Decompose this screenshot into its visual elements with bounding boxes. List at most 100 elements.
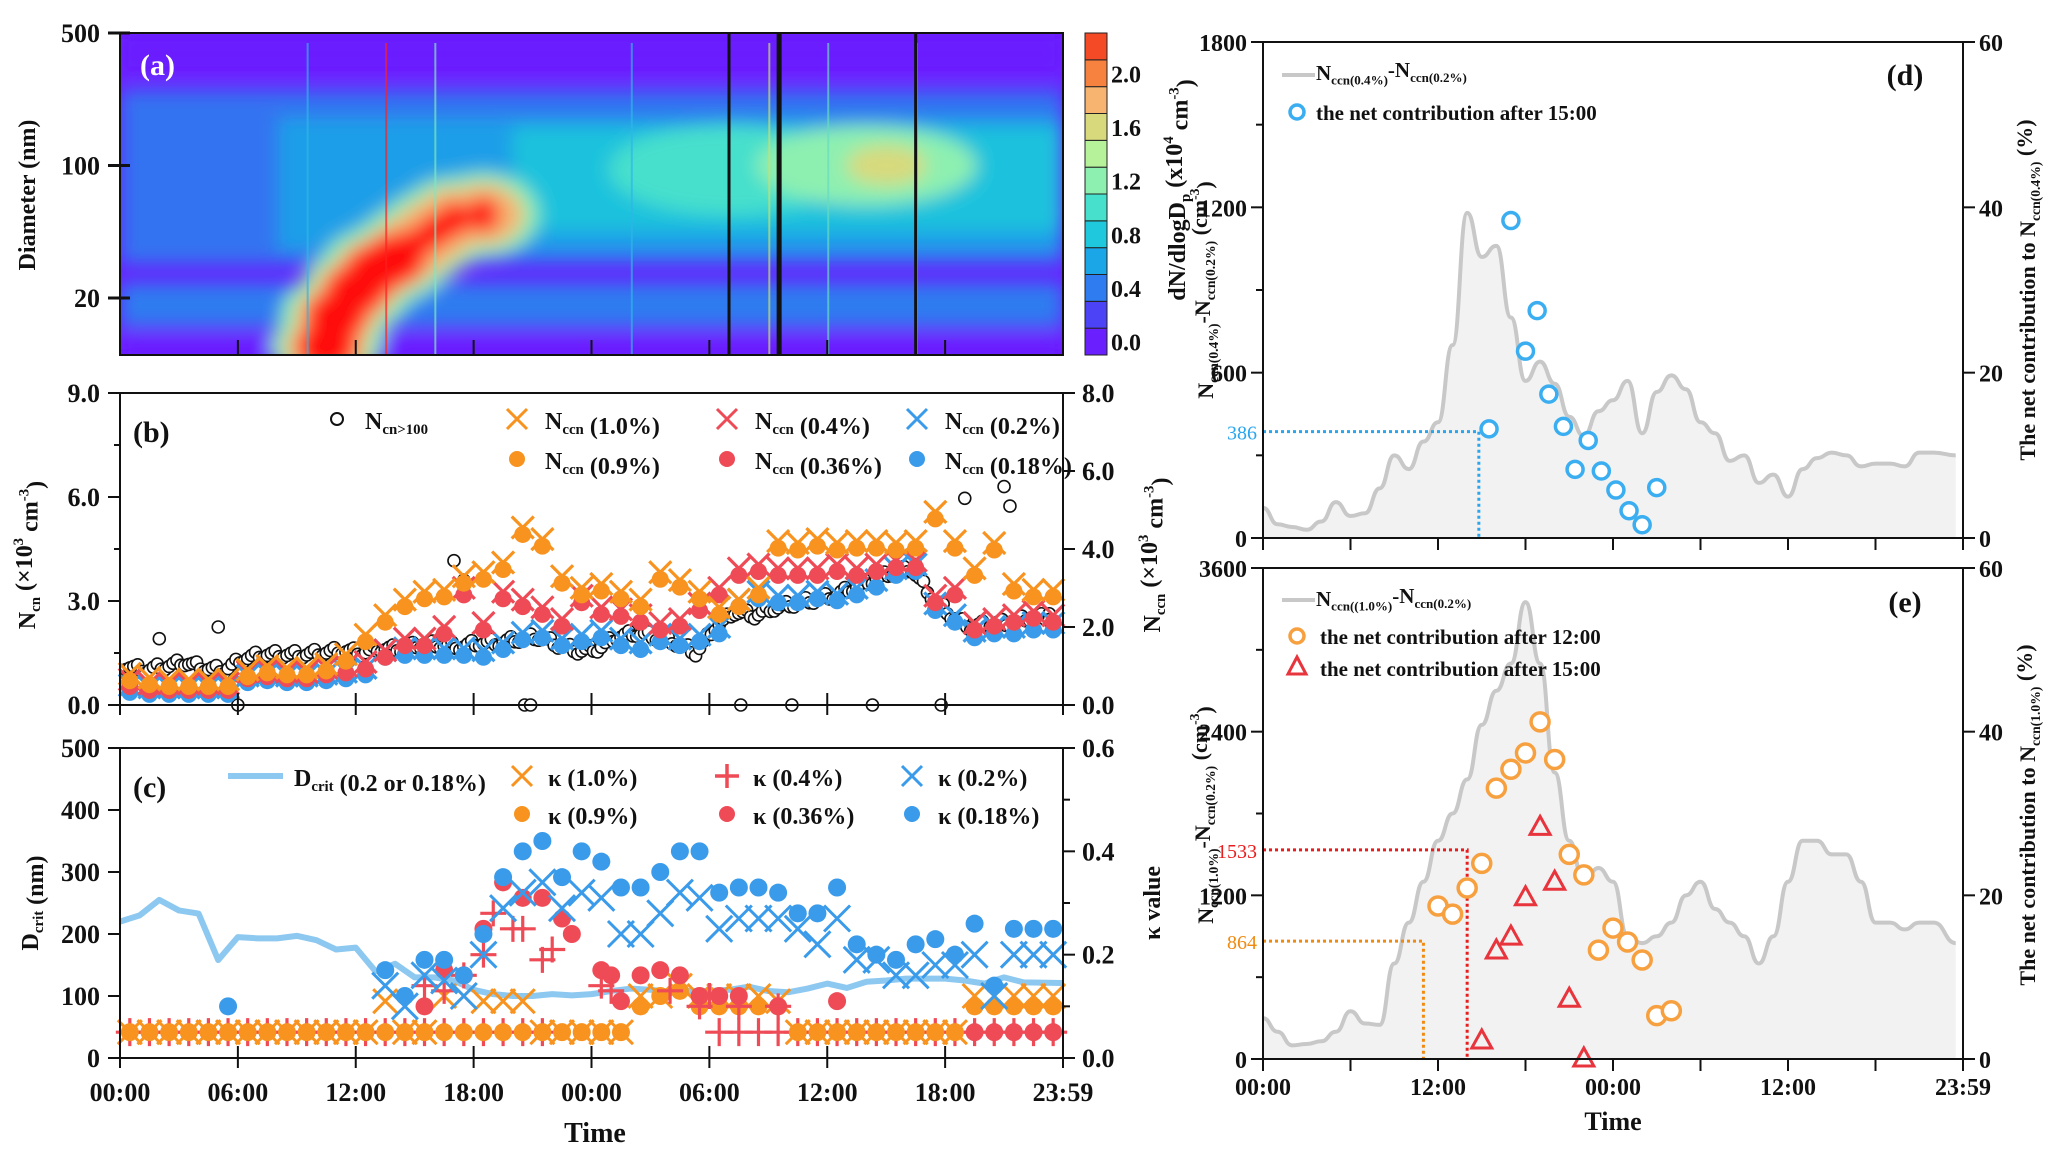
nccn-x <box>903 528 928 554</box>
nccn-x <box>707 595 732 620</box>
kappa-0p2-x <box>587 883 616 912</box>
nccn-x <box>766 528 791 554</box>
legend-marker-open-circle <box>330 412 344 426</box>
kappa-0p18-dot <box>906 935 925 954</box>
y-tick-label-right: 6.0 <box>1082 457 1115 486</box>
nccn-x <box>176 667 201 692</box>
nccn-x <box>432 577 457 602</box>
difference-line <box>1262 600 1957 1048</box>
panel-b-scatter: 0.0 3.0 6.0 9.0 0.0 2.0 4.0 6.0 8.0 (b) Ncn (×10… <box>11 379 1174 720</box>
kappa-1p0-x <box>863 1019 890 1046</box>
x-tick-label: 00:00 <box>561 1078 622 1107</box>
kappa-0p18-dot <box>769 883 788 902</box>
x-tick-label: 12:00 <box>797 1078 858 1107</box>
legend-label: κ (0.2%) <box>938 766 1027 792</box>
nccn-x <box>982 530 1007 556</box>
kappa-0p18-dot <box>631 878 650 897</box>
panel-b-marks <box>117 479 1066 712</box>
ncn-outlier <box>957 491 972 506</box>
kappa-1p0-x <box>509 988 536 1015</box>
kappa-1p0-x <box>332 1019 359 1046</box>
kappa-1p0-x <box>745 982 772 1010</box>
kappa-0p36-dot <box>965 1023 984 1042</box>
nccn-x <box>962 610 987 636</box>
nccn-x <box>137 665 162 690</box>
panel-a-x-ticks <box>119 340 1064 355</box>
kappa-0p36-dot <box>602 966 621 985</box>
colorbar-tick-label: 0.4 <box>1111 277 1141 303</box>
panel-b-label: (b) <box>133 416 170 449</box>
nccn-x <box>490 630 516 655</box>
kappa-1p0-x <box>902 1019 929 1046</box>
contribution-after-15-point <box>1632 515 1652 535</box>
kappa-0p9-dot <box>749 997 768 1016</box>
kappa-0p36-dot <box>562 925 581 943</box>
colorbar-swatch <box>1084 86 1108 114</box>
kappa-0p18-dot <box>1004 919 1023 938</box>
kappa-0p9-dot <box>435 1023 454 1042</box>
panel-c-ylabel-right: κ value <box>1140 866 1166 940</box>
heat-spike <box>827 43 830 355</box>
kappa-0p18-dot <box>553 868 572 887</box>
kappa-0p2-x <box>980 981 1009 1011</box>
heat-blob <box>846 145 927 186</box>
panel-c-legend: Dcrit (0.2 or 0.18%) κ (1.0%) κ (0.4%) κ (0… <box>228 764 1039 830</box>
kappa-1p0-x <box>1000 982 1027 1010</box>
legend-marker-x <box>905 407 929 431</box>
nccn-x <box>824 581 850 606</box>
y-tick-label-right: 20 <box>1979 884 2003 910</box>
panel-c-marks <box>115 832 1068 1047</box>
kappa-0p18-dot <box>592 852 611 871</box>
nccn-x <box>923 499 948 524</box>
kappa-0p2-x <box>430 966 459 995</box>
nccn-x <box>903 548 928 573</box>
contribution-after-15-triangle <box>1571 1044 1597 1068</box>
kappa-0p4-plus <box>598 977 625 1004</box>
nccn-x <box>569 575 594 601</box>
nccn-x <box>510 515 535 540</box>
kappa-0p2-x <box>489 894 518 923</box>
legend-marker-open-circle <box>1288 627 1306 645</box>
kappa-0p2-x <box>783 914 812 943</box>
nccn-x <box>1041 577 1066 602</box>
ncn-outlier <box>1003 499 1017 513</box>
nccn-x <box>1041 603 1066 628</box>
nccn-x <box>549 606 575 632</box>
panel-b-ticks: 0.0 3.0 6.0 9.0 0.0 2.0 4.0 6.0 8.0 <box>68 379 1115 720</box>
kappa-1p0-x <box>175 1019 202 1046</box>
legend-label: Nccn (0.18%) <box>945 449 1072 480</box>
y-tick-label-left: 500 <box>61 734 100 763</box>
kappa-1p0-x <box>588 1019 615 1046</box>
kappa-0p36-dot <box>631 966 650 985</box>
kappa-0p36-dot <box>651 961 670 980</box>
kappa-0p4-plus <box>725 993 752 1020</box>
kappa-0p2-x <box>665 878 694 907</box>
kappa-0p4-plus <box>657 977 684 1004</box>
kappa-1p0-x <box>116 1019 143 1046</box>
y-tick-label-right: 0.4 <box>1082 837 1115 866</box>
kappa-0p18-dot <box>395 987 414 1005</box>
nccn-x <box>589 618 614 643</box>
y-tick-label-left: 1200 <box>1199 196 1247 222</box>
panel-e-ticks: 0 1200 2400 3600 0 20 40 60 864 1533 00:00 12:00 00:… <box>1199 557 2003 1101</box>
nccn-x <box>766 556 791 581</box>
nccn-x <box>805 579 830 604</box>
legend-marker-x <box>900 764 924 788</box>
kappa-0p18-dot <box>611 878 630 897</box>
legend-item: Nccn (0.9%) <box>509 449 660 480</box>
annotation-1533: 1533 <box>1217 841 1257 863</box>
kappa-0p2-x <box>842 945 871 974</box>
y-tick-label-right: 60 <box>1979 31 2003 57</box>
kappa-0p18-dot <box>533 832 552 850</box>
kappa-1p0-x <box>136 1019 163 1046</box>
contribution-after-15-point <box>1606 480 1626 500</box>
legend-marker-triangle <box>1285 653 1309 676</box>
legend-marker-x <box>505 407 529 431</box>
legend-label: Nccn (0.4%) <box>755 409 870 440</box>
y-tick-label-left: 3.0 <box>68 587 101 616</box>
contribution-after-12-point <box>1543 748 1566 771</box>
kappa-1p0-x <box>490 988 517 1015</box>
kappa-0p2-x <box>764 904 793 933</box>
kappa-1p0-x <box>804 1019 831 1046</box>
panel-c-label: (c) <box>133 771 166 804</box>
